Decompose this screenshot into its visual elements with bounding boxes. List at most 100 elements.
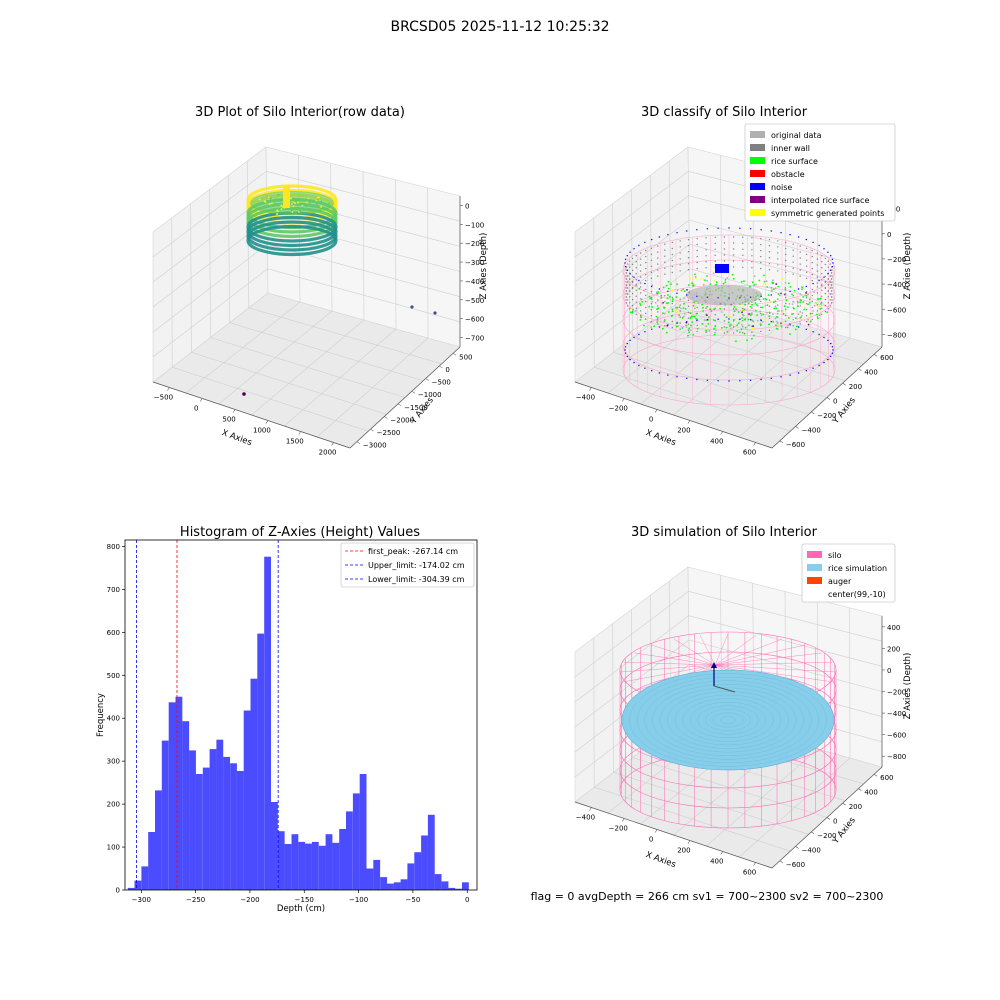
rice-surface-point xyxy=(667,280,670,283)
inner-wall-point xyxy=(732,314,735,316)
rice-surface-point xyxy=(643,324,645,327)
y-tick-label: −600 xyxy=(786,861,805,869)
rice-surface-point xyxy=(826,311,829,313)
inner-wall-point xyxy=(627,299,629,301)
noise-point xyxy=(667,290,669,292)
inner-wall-point xyxy=(679,246,681,248)
inner-wall-point xyxy=(629,266,631,268)
histogram-bar xyxy=(393,882,401,890)
noise-point xyxy=(823,248,825,250)
x-tick-mark xyxy=(720,851,723,855)
y-tick-label: 600 xyxy=(107,629,120,637)
rice-surface-point xyxy=(817,298,820,301)
inner-wall-point xyxy=(751,261,753,263)
rice-surface-point xyxy=(755,304,758,306)
symmetric-point xyxy=(700,278,702,280)
inner-wall-point xyxy=(751,255,753,257)
histogram-bar xyxy=(305,843,312,890)
inner-wall-point xyxy=(785,259,787,262)
histogram-bar xyxy=(414,852,422,890)
noise-point xyxy=(831,266,834,268)
original-data-point xyxy=(760,314,763,317)
inner-wall-point xyxy=(645,255,647,258)
legend-label: first_peak: -267.14 cm xyxy=(368,547,458,556)
rice-surface-point xyxy=(694,273,696,276)
rice-surface-point xyxy=(684,308,687,310)
histogram-bar xyxy=(359,774,367,890)
silo-roof-strut xyxy=(623,661,716,666)
original-data-point xyxy=(791,303,794,305)
original-data-point xyxy=(812,310,814,312)
point xyxy=(299,209,301,212)
inner-wall-point xyxy=(785,308,787,311)
rice-surface-point xyxy=(756,314,758,316)
noise-point xyxy=(624,352,627,354)
panel-1-point-cloud xyxy=(242,184,437,396)
original-data-point xyxy=(676,289,679,292)
inner-wall-point xyxy=(821,301,823,303)
rice-surface-point xyxy=(803,308,806,311)
rice-surface-point xyxy=(675,325,678,328)
rice-surface-point xyxy=(809,312,812,315)
rice-surface-point xyxy=(708,316,710,319)
point xyxy=(280,204,283,207)
point xyxy=(319,209,322,212)
symmetric-point xyxy=(782,310,785,312)
legend-label: silo xyxy=(828,551,842,560)
inner-wall-point xyxy=(785,253,787,256)
symmetric-point xyxy=(689,277,691,279)
rice-surface-point xyxy=(713,333,716,336)
x-tick-label: 600 xyxy=(743,869,756,877)
point xyxy=(305,205,308,208)
inner-wall-point xyxy=(723,236,726,238)
y-tick-mark xyxy=(425,378,429,381)
rice-surface-point xyxy=(671,300,674,303)
rice-surface-point xyxy=(768,312,771,314)
y-tick-label: 400 xyxy=(107,715,120,723)
z-tick-label: −600 xyxy=(887,732,906,740)
rice-surface-point xyxy=(665,331,668,334)
inner-wall-point xyxy=(777,270,779,272)
rice-surface-point xyxy=(667,311,670,313)
rice-surface-point xyxy=(683,302,685,305)
rice-surface-point xyxy=(749,286,751,288)
noise-point xyxy=(706,319,709,321)
original-data-point xyxy=(765,280,768,283)
inner-wall-point xyxy=(631,287,634,290)
noise-point xyxy=(827,358,829,361)
inner-wall-point xyxy=(671,253,673,256)
histogram-legend: first_peak: -267.14 cm Upper_limit: -174.… xyxy=(340,542,475,588)
inner-wall-point xyxy=(705,325,707,327)
rice-surface-point xyxy=(800,299,803,302)
inner-wall-point xyxy=(751,331,753,333)
inner-wall-point xyxy=(645,288,647,291)
inner-wall-point xyxy=(732,236,735,238)
rice-surface-point xyxy=(794,328,797,331)
original-data-point xyxy=(729,327,732,330)
rice-surface-point xyxy=(777,285,780,288)
noise-point xyxy=(624,258,627,260)
y-tick-label: 600 xyxy=(880,354,893,362)
histogram-axes-frame xyxy=(124,539,478,891)
point xyxy=(289,197,292,200)
inner-wall-point xyxy=(799,251,801,253)
inner-wall-point xyxy=(831,299,833,301)
legend-label: inner wall xyxy=(771,144,810,153)
inner-wall-point xyxy=(650,259,653,261)
x-tick-label: 0 xyxy=(465,896,469,904)
rice-surface-point xyxy=(741,317,743,319)
inner-wall-point xyxy=(742,260,744,262)
noise-point xyxy=(686,321,688,323)
noise-point xyxy=(686,377,688,379)
noise-point xyxy=(728,318,730,320)
inner-wall-point xyxy=(751,237,753,239)
inner-wall-point xyxy=(805,265,808,267)
original-data-point xyxy=(720,311,723,313)
rice-surface-point xyxy=(685,324,688,327)
y-tick-mark xyxy=(370,428,374,432)
rice-surface-point xyxy=(731,273,734,276)
noise-point xyxy=(629,251,631,253)
inner-wall-point xyxy=(687,311,690,313)
x-axis-line xyxy=(574,801,773,869)
